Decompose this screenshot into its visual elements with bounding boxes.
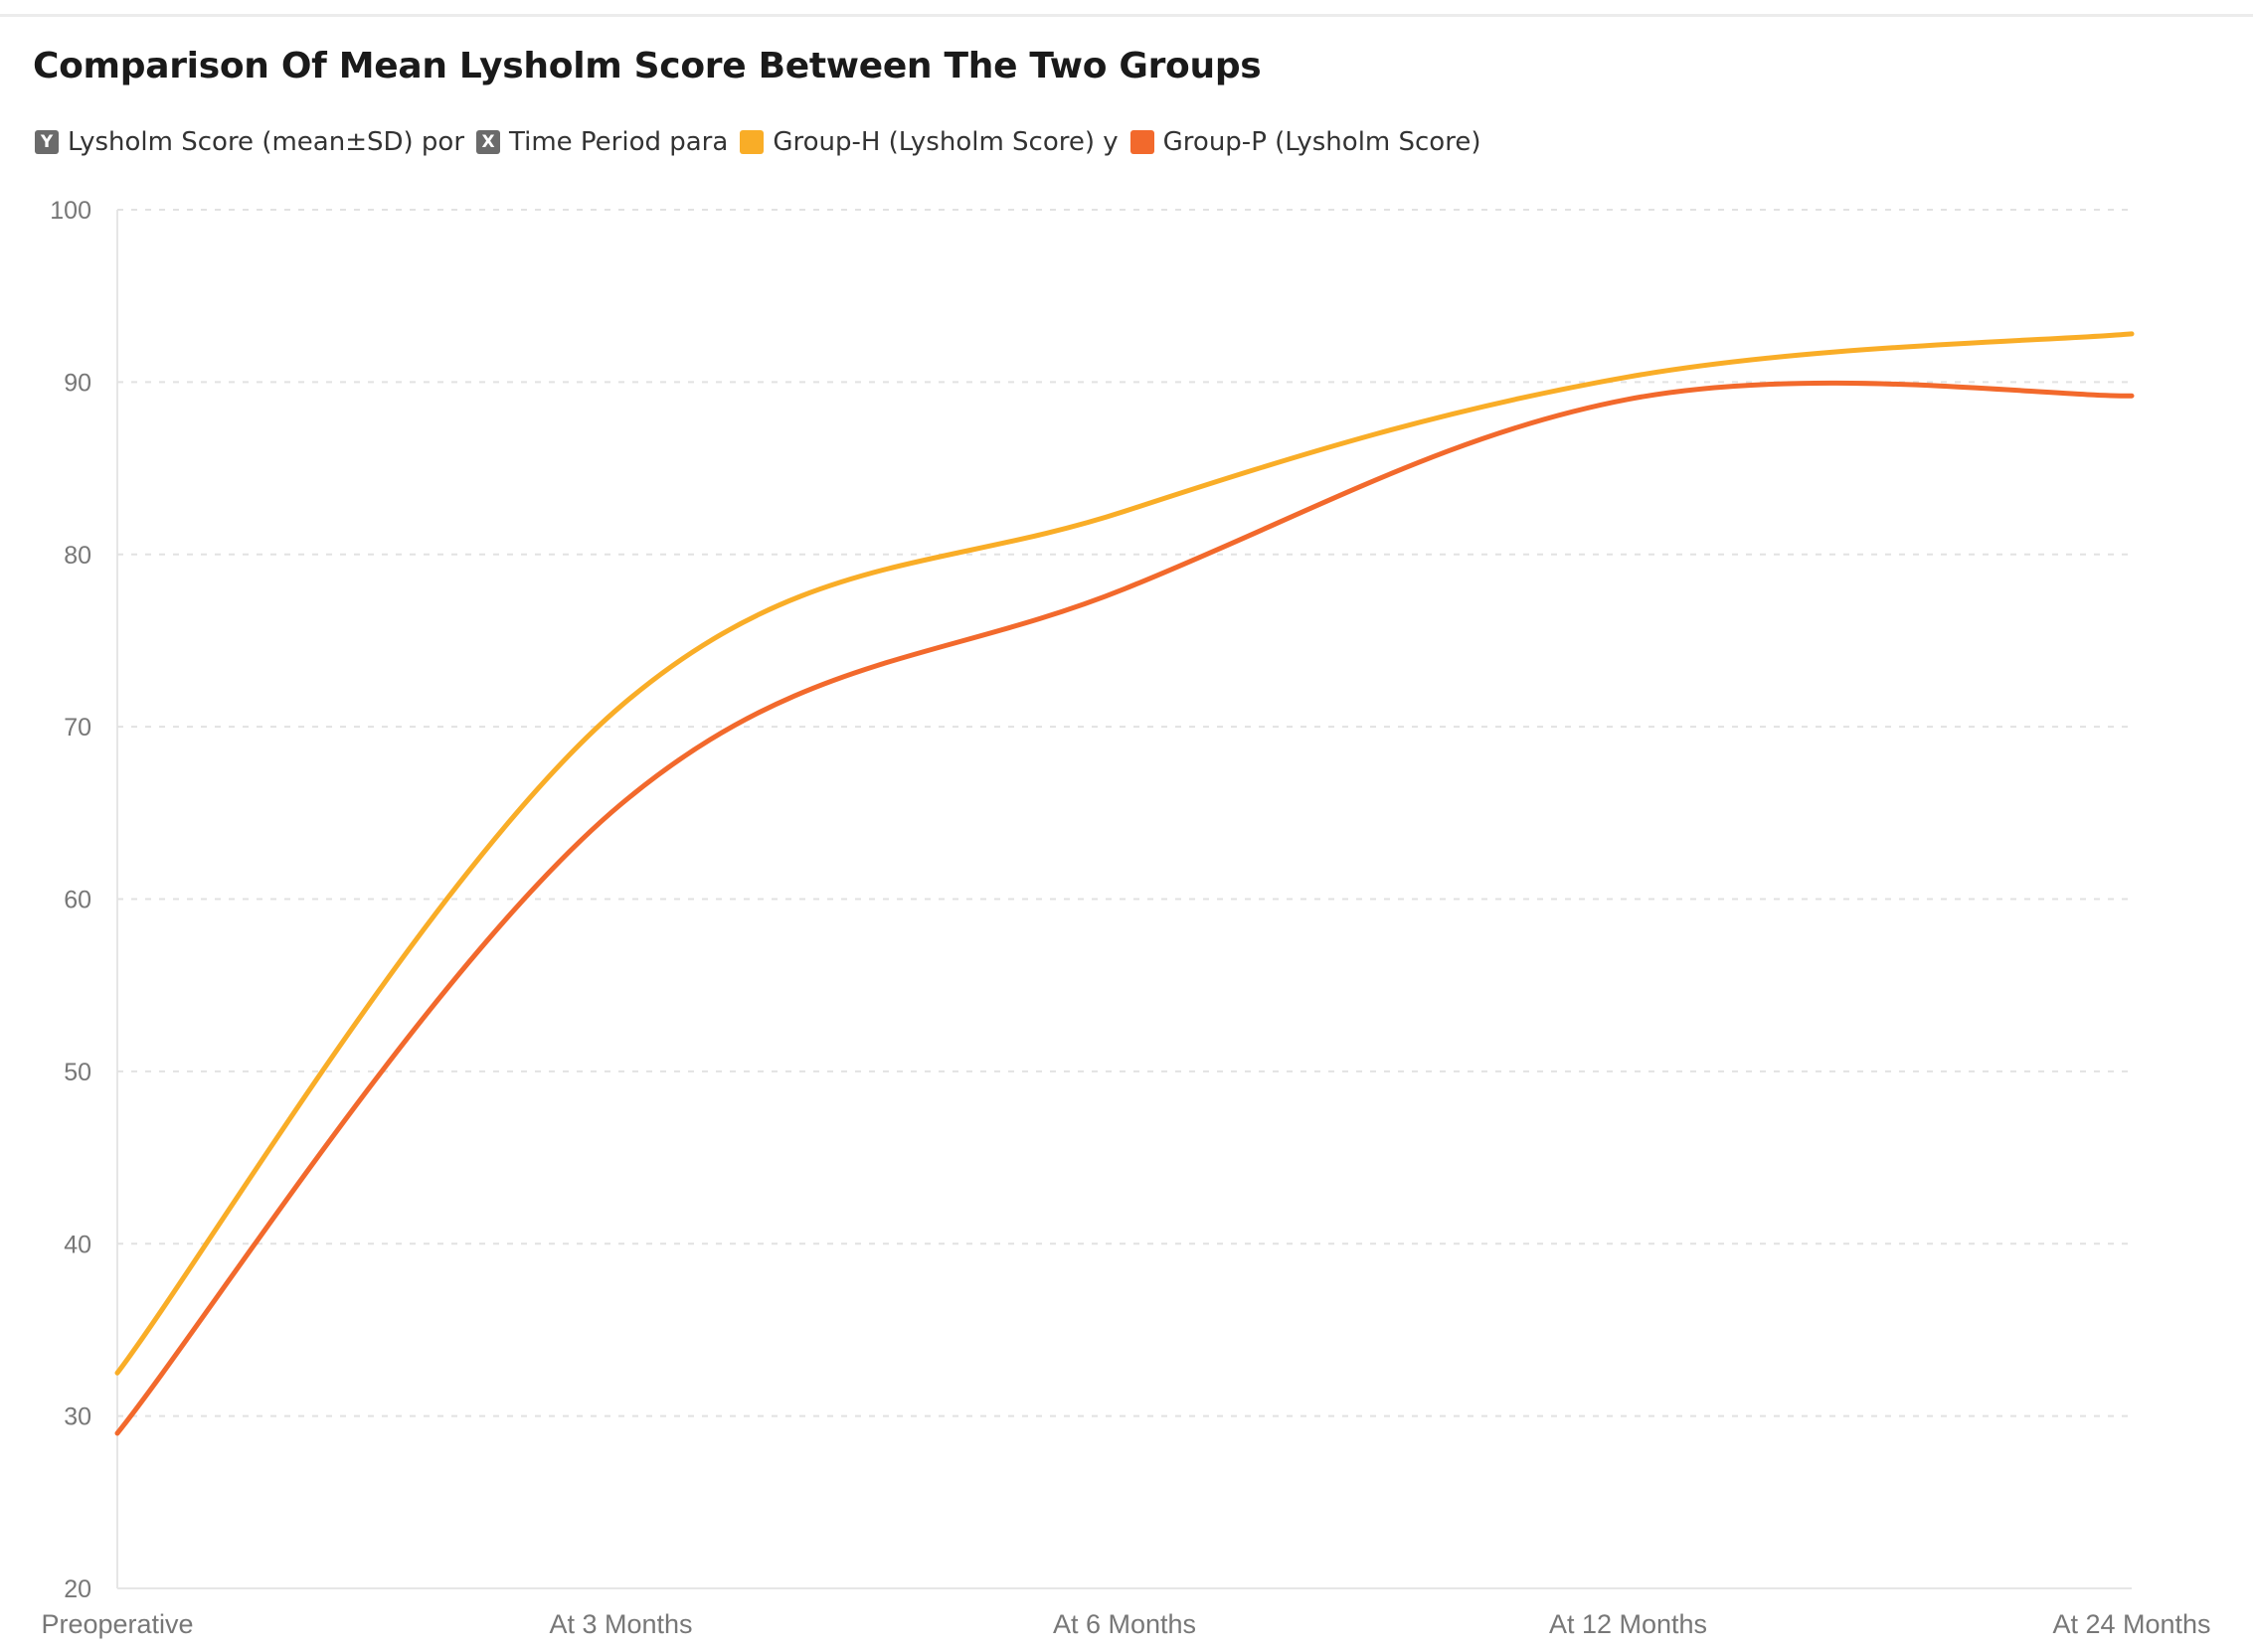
legend-group-h-label: Group-H (Lysholm Score) y [773,127,1119,157]
legend-y-label: Lysholm Score (mean±SD) por [68,127,465,157]
y-tick-label-50: 50 [64,1059,91,1086]
y-tick-label-60: 60 [64,887,91,914]
legend-swatch-group-h [740,130,765,154]
x-tick-label-preoperative: Preoperative [41,1609,193,1639]
x-axis-badge-icon: X [476,130,501,154]
y-tick-label-80: 80 [64,542,91,570]
y-axis-badge-icon: Y [35,130,59,154]
x-tick-label-at-12-months: At 12 Months [1549,1609,1707,1639]
x-badge-letter: X [481,132,495,152]
series-line-group-p [114,380,2135,1436]
x-tick-label-at-6-months: At 6 Months [1053,1609,1196,1639]
legend-x-label: Time Period para [509,127,729,157]
series-line-group-h [114,331,2135,1376]
y-tick-label-30: 30 [64,1404,91,1431]
y-tick-label-40: 40 [64,1231,91,1258]
y-tick-label-100: 100 [50,197,91,225]
top-divider [0,14,2253,17]
y-tick-label-20: 20 [64,1575,91,1603]
x-tick-label-at-24-months: At 24 Months [2052,1609,2210,1639]
y-tick-label-90: 90 [64,369,91,397]
legend-group-p-label: Group-P (Lysholm Score) [1162,127,1481,157]
x-tick-label-at-3-months: At 3 Months [549,1609,692,1639]
legend: Y Lysholm Score (mean±SD) por X Time Per… [35,127,1492,157]
y-badge-letter: Y [40,132,54,152]
legend-swatch-group-p [1129,130,1154,154]
chart-title: Comparison Of Mean Lysholm Score Between… [33,46,1262,86]
y-tick-label-70: 70 [64,714,91,742]
